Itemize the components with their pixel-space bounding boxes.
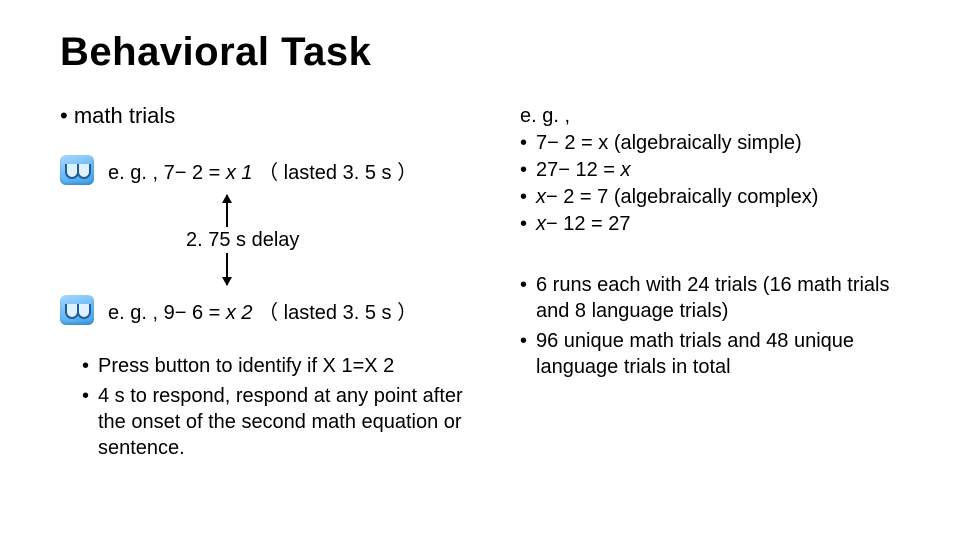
headphones-icon [60, 155, 94, 185]
content-columns: • math trials e. g. , 7− 2 = x 1 （ laste… [60, 103, 920, 465]
runs-item: • 96 unique math trials and 48 unique la… [520, 328, 920, 380]
trial-1-text: e. g. , 7− 2 = x 1 （ lasted 3. 5 s ） [108, 156, 417, 185]
example-item: • x− 2 = 7 (algebraically complex) [520, 184, 920, 211]
trial-flow: e. g. , 7− 2 = x 1 （ lasted 3. 5 s ） 2. … [60, 153, 480, 327]
instruction-text: Press button to identify if X 1=X 2 [98, 353, 394, 379]
slide: Behavioral Task • math trials e. g. , 7−… [0, 0, 960, 540]
math-trials-heading: • math trials [60, 103, 480, 129]
bullet-dot: • [520, 328, 536, 380]
instruction-text: 4 s to respond, respond at any point aft… [98, 383, 480, 461]
trial-1-row: e. g. , 7− 2 = x 1 （ lasted 3. 5 s ） [60, 153, 480, 187]
example-list: • 7− 2 = x (algebraically simple) • 27− … [520, 130, 920, 238]
left-column: • math trials e. g. , 7− 2 = x 1 （ laste… [60, 103, 480, 465]
response-instructions: • Press button to identify if X 1=X 2 • … [82, 353, 480, 461]
example-item: • 27− 12 = x [520, 157, 920, 184]
runs-info: • 6 runs each with 24 trials (16 math tr… [520, 272, 920, 380]
right-column: e. g. , • 7− 2 = x (algebraically simple… [520, 103, 920, 465]
example-text: x− 2 = 7 (algebraically complex) [536, 184, 818, 211]
runs-text: 96 unique math trials and 48 unique lang… [536, 328, 920, 380]
arrow-up-icon [226, 195, 228, 227]
example-heading: e. g. , [520, 105, 920, 128]
bullet-dot: • [520, 184, 536, 211]
slide-title: Behavioral Task [60, 30, 920, 75]
headphones-icon [60, 295, 94, 325]
example-text: x− 12 = 27 [536, 211, 631, 238]
bullet-dot: • [520, 211, 536, 238]
bullet-dot: • [82, 383, 98, 461]
example-item: • x− 12 = 27 [520, 211, 920, 238]
instruction-item: • 4 s to respond, respond at any point a… [82, 383, 480, 461]
runs-text: 6 runs each with 24 trials (16 math tria… [536, 272, 920, 324]
runs-item: • 6 runs each with 24 trials (16 math tr… [520, 272, 920, 324]
delay-label: 2. 75 s delay [186, 229, 299, 252]
example-text: 27− 12 = x [536, 157, 631, 184]
bullet-dot: • [520, 157, 536, 184]
trial-2-row: e. g. , 9− 6 = x 2 （ lasted 3. 5 s ） [60, 293, 480, 327]
example-item: • 7− 2 = x (algebraically simple) [520, 130, 920, 157]
arrow-down-icon [226, 253, 228, 285]
bullet-dot: • [82, 353, 98, 379]
bullet-dot: • [520, 130, 536, 157]
trial-2-text: e. g. , 9− 6 = x 2 （ lasted 3. 5 s ） [108, 296, 417, 325]
bullet-dot: • [520, 272, 536, 324]
instruction-item: • Press button to identify if X 1=X 2 [82, 353, 480, 379]
delay-block: 2. 75 s delay [210, 195, 480, 285]
example-text: 7− 2 = x (algebraically simple) [536, 130, 802, 157]
